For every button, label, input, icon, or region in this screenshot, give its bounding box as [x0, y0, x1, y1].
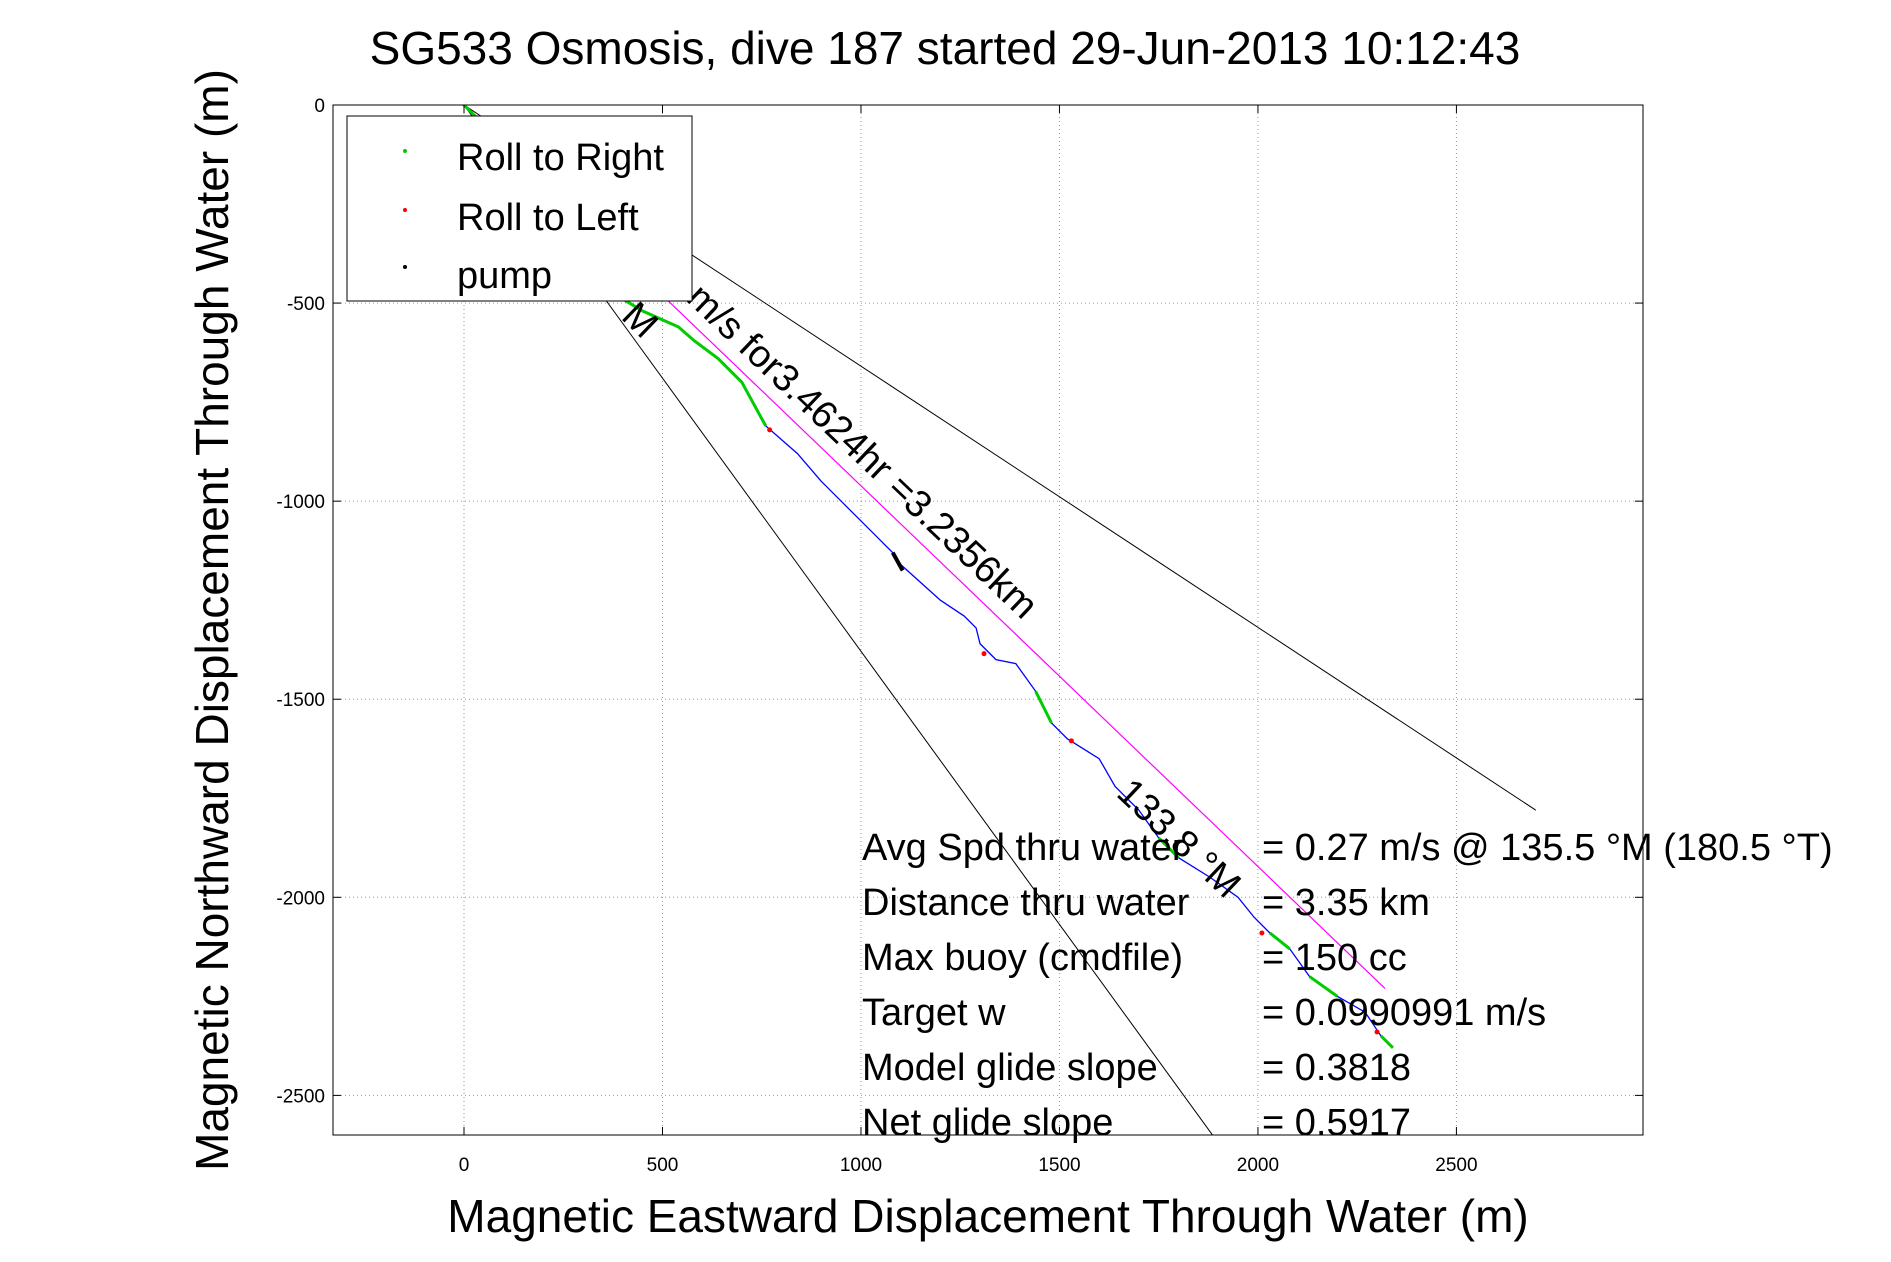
x-tick-label: 2500 — [1435, 1155, 1477, 1176]
stat-value: = 0.5917 — [1262, 1102, 1411, 1144]
stat-value: = 150 cc — [1262, 937, 1407, 979]
legend-marker-pump — [403, 265, 407, 269]
x-tick-label: 1000 — [840, 1155, 882, 1176]
stat-label: Avg Spd thru water — [862, 827, 1185, 869]
roll-right-segment — [1308, 975, 1339, 998]
stat-label: Distance thru water — [862, 882, 1190, 924]
legend-marker-roll-right — [403, 149, 407, 153]
pump-segment — [890, 551, 905, 572]
roll-right-segment — [1379, 1034, 1394, 1049]
y-axis-label: Magnetic Northward Displacement Through … — [186, 69, 238, 1171]
stat-label: Net glide slope — [862, 1102, 1113, 1144]
roll-right-segment — [1157, 836, 1180, 859]
y-tick-label: -1000 — [276, 492, 325, 513]
x-tick-label: 1500 — [1038, 1155, 1080, 1176]
legend-label-pump: pump — [457, 255, 552, 297]
y-tick-label: 0 — [314, 96, 325, 117]
roll-right-segment — [1268, 931, 1291, 950]
legend-label-roll-right: Roll to Right — [457, 137, 664, 179]
y-tick-label: -500 — [287, 294, 325, 315]
legend-label-roll-left: Roll to Left — [457, 197, 639, 239]
stat-value: = 0.27 m/s @ 135.5 °M (180.5 °T) — [1262, 827, 1833, 869]
stat-value: = 3.35 km — [1262, 882, 1430, 924]
stat-value: = 0.0990991 m/s — [1262, 992, 1546, 1034]
stat-value: = 0.3818 — [1262, 1047, 1411, 1089]
y-tick-label: -1500 — [276, 690, 325, 711]
plot-frame — [332, 104, 1644, 1136]
dive-track — [461, 105, 1394, 1049]
stat-label: Max buoy (cmdfile) — [862, 937, 1183, 979]
roll-right-segment — [1034, 690, 1053, 724]
legend-marker-roll-left — [403, 208, 407, 212]
stats-block: Avg Spd thru water = 0.27 m/s @ 135.5 °M … — [862, 827, 1833, 1144]
y-tick-label: -2000 — [276, 888, 325, 909]
ticks: 0 500 1000 1500 2000 2500 0 -500 -1000 -1500 -2000… — [276, 96, 1643, 1176]
x-tick-label: 500 — [647, 1155, 679, 1176]
x-tick-label: 2000 — [1237, 1155, 1279, 1176]
y-tick-label: -2500 — [276, 1086, 325, 1107]
legend: Roll to Right Roll to Left pump — [346, 115, 693, 302]
stat-label: Target w — [862, 992, 1006, 1034]
roll-left-point — [767, 427, 773, 433]
x-tick-label: 0 — [459, 1155, 470, 1176]
roll-left-point — [1068, 738, 1074, 744]
stat-label: Model glide slope — [862, 1047, 1158, 1089]
roll-left-point — [1259, 930, 1265, 936]
roll-left-point — [1374, 1029, 1380, 1035]
chart-title: SG533 Osmosis, dive 187 started 29-Jun-2… — [370, 22, 1521, 74]
x-axis-label: Magnetic Eastward Displacement Through W… — [447, 1190, 1528, 1242]
roll-left-point — [981, 651, 987, 657]
